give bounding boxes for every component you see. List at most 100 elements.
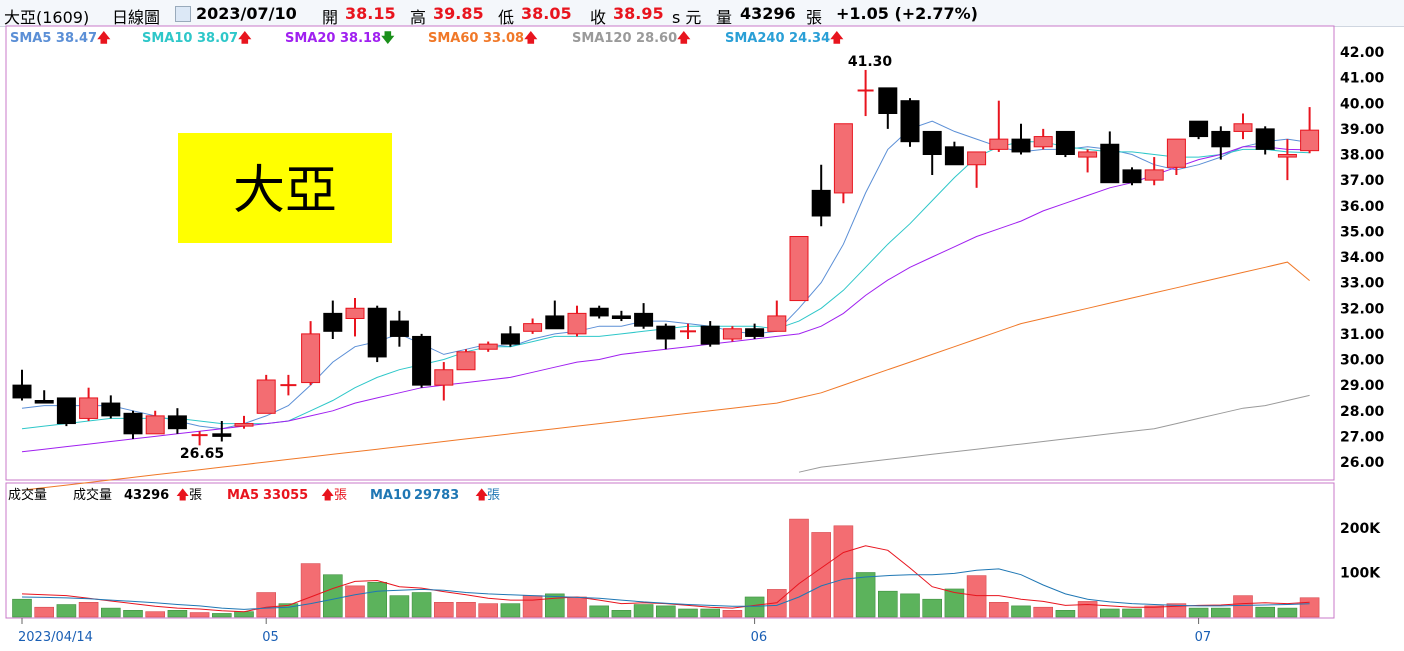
volume-bar	[655, 605, 676, 618]
price-tick-label: 33.00	[1340, 276, 1385, 292]
volume-bar	[300, 563, 321, 618]
quote-date: 2023/07/10	[196, 4, 297, 23]
candle	[1033, 128, 1053, 150]
candle	[767, 300, 787, 332]
candle	[878, 87, 898, 129]
legend-value: 38.07	[192, 31, 238, 46]
arrow-down-icon: 🡇	[381, 31, 395, 46]
candle	[1011, 123, 1031, 155]
volume-bar	[966, 575, 987, 618]
volume-bar	[78, 602, 99, 618]
candle-body	[656, 325, 676, 340]
candle	[1122, 167, 1142, 186]
candle-body	[944, 146, 964, 166]
arrow-up-icon: 🡅	[677, 31, 691, 46]
volume-bar	[411, 592, 432, 618]
volume-bar	[589, 605, 610, 618]
candle	[1166, 138, 1186, 175]
volume-bar	[988, 602, 1009, 618]
volume-bar	[145, 611, 165, 618]
candle	[434, 362, 454, 401]
candle	[789, 236, 809, 302]
candle-body	[1100, 143, 1120, 184]
candle	[167, 408, 187, 434]
candle	[811, 164, 831, 227]
legend-sma20: SMA20 38.18🡇	[285, 31, 395, 46]
open-value: 38.15	[345, 4, 396, 23]
candle	[700, 321, 720, 347]
candle	[456, 349, 476, 371]
candle	[56, 397, 76, 427]
arrow-up-icon: 🡅	[97, 31, 111, 46]
arrow-up-icon: 🡅	[176, 488, 189, 503]
candle	[1211, 126, 1231, 160]
candle	[1078, 149, 1098, 173]
volume-tick-label: 100K	[1340, 566, 1381, 582]
legend-label: SMA10	[142, 31, 192, 46]
volume-legend-value: 43296	[124, 488, 169, 503]
low-annotation: 26.65	[180, 446, 224, 462]
candle-body	[700, 325, 720, 345]
volume-bar	[1011, 605, 1031, 618]
volume-bar	[544, 593, 565, 618]
price-tick-label: 35.00	[1340, 224, 1385, 240]
price-tick-label: 34.00	[1340, 250, 1385, 266]
candle	[500, 326, 520, 347]
legend-sma240: SMA240 24.34🡅	[725, 31, 844, 46]
legend-label: SMA120	[572, 31, 632, 46]
low-value: 38.05	[521, 4, 572, 23]
candle-body	[323, 312, 343, 332]
candle	[545, 300, 565, 330]
vol-ma10-value: 29783	[414, 488, 459, 503]
volume-legend-unit: 張	[189, 488, 202, 503]
candle-body	[1144, 169, 1164, 181]
vol-ma5-unit: 張	[334, 488, 347, 503]
candle	[523, 318, 543, 334]
price-tick-label: 42.00	[1340, 45, 1385, 61]
candle	[123, 410, 143, 439]
volume-bar	[1077, 601, 1098, 618]
volume-pane-title: 成交量	[8, 487, 47, 503]
volume-bar	[722, 610, 743, 618]
candle-body	[478, 343, 498, 350]
candle-body	[1055, 130, 1075, 155]
high-annotation: 41.30	[848, 54, 893, 70]
volume-bar	[234, 611, 254, 618]
high-label: 高	[410, 8, 427, 27]
legend-sma5: SMA5 38.47🡅	[10, 31, 111, 46]
candle-body	[1189, 120, 1209, 138]
candle-body	[789, 236, 809, 302]
watermark-box	[178, 133, 392, 243]
candle-body	[767, 315, 787, 332]
volume-bar	[433, 602, 454, 618]
legend-value: 38.47	[51, 31, 97, 46]
timeframe-dropdown-icon[interactable]	[175, 6, 191, 22]
legend-value: 24.34	[785, 31, 831, 46]
timeframe-label[interactable]: 日線圖	[112, 8, 161, 27]
vol-ma5-value: 33055	[263, 488, 308, 503]
stock-name: 大亞(1609)	[4, 8, 90, 27]
sma-line-sma120	[798, 394, 1310, 473]
candle-body	[989, 138, 1009, 150]
candle-body	[1078, 151, 1098, 158]
candle	[656, 323, 676, 350]
arrow-up-icon: 🡅	[830, 31, 844, 46]
volume-bar	[700, 608, 721, 618]
volume-bar	[744, 596, 765, 618]
volume-label: 量	[716, 8, 733, 27]
volume-bar	[1055, 610, 1076, 618]
candle-body	[456, 351, 476, 371]
candle	[1100, 131, 1120, 184]
quote-header: 大亞(1609) 日線圖 2023/07/10 開 38.15 高 39.85 …	[0, 0, 1404, 27]
arrow-up-icon: 🡅	[524, 31, 538, 46]
volume-bar	[811, 532, 832, 618]
price-tick-label: 39.00	[1340, 122, 1385, 138]
candle	[745, 323, 765, 339]
price-tick-label: 41.00	[1340, 71, 1385, 87]
candle-body	[79, 397, 99, 419]
candle	[611, 310, 631, 322]
volume-bar	[789, 518, 809, 618]
candle-body	[167, 415, 187, 430]
candle-body	[1033, 136, 1053, 148]
